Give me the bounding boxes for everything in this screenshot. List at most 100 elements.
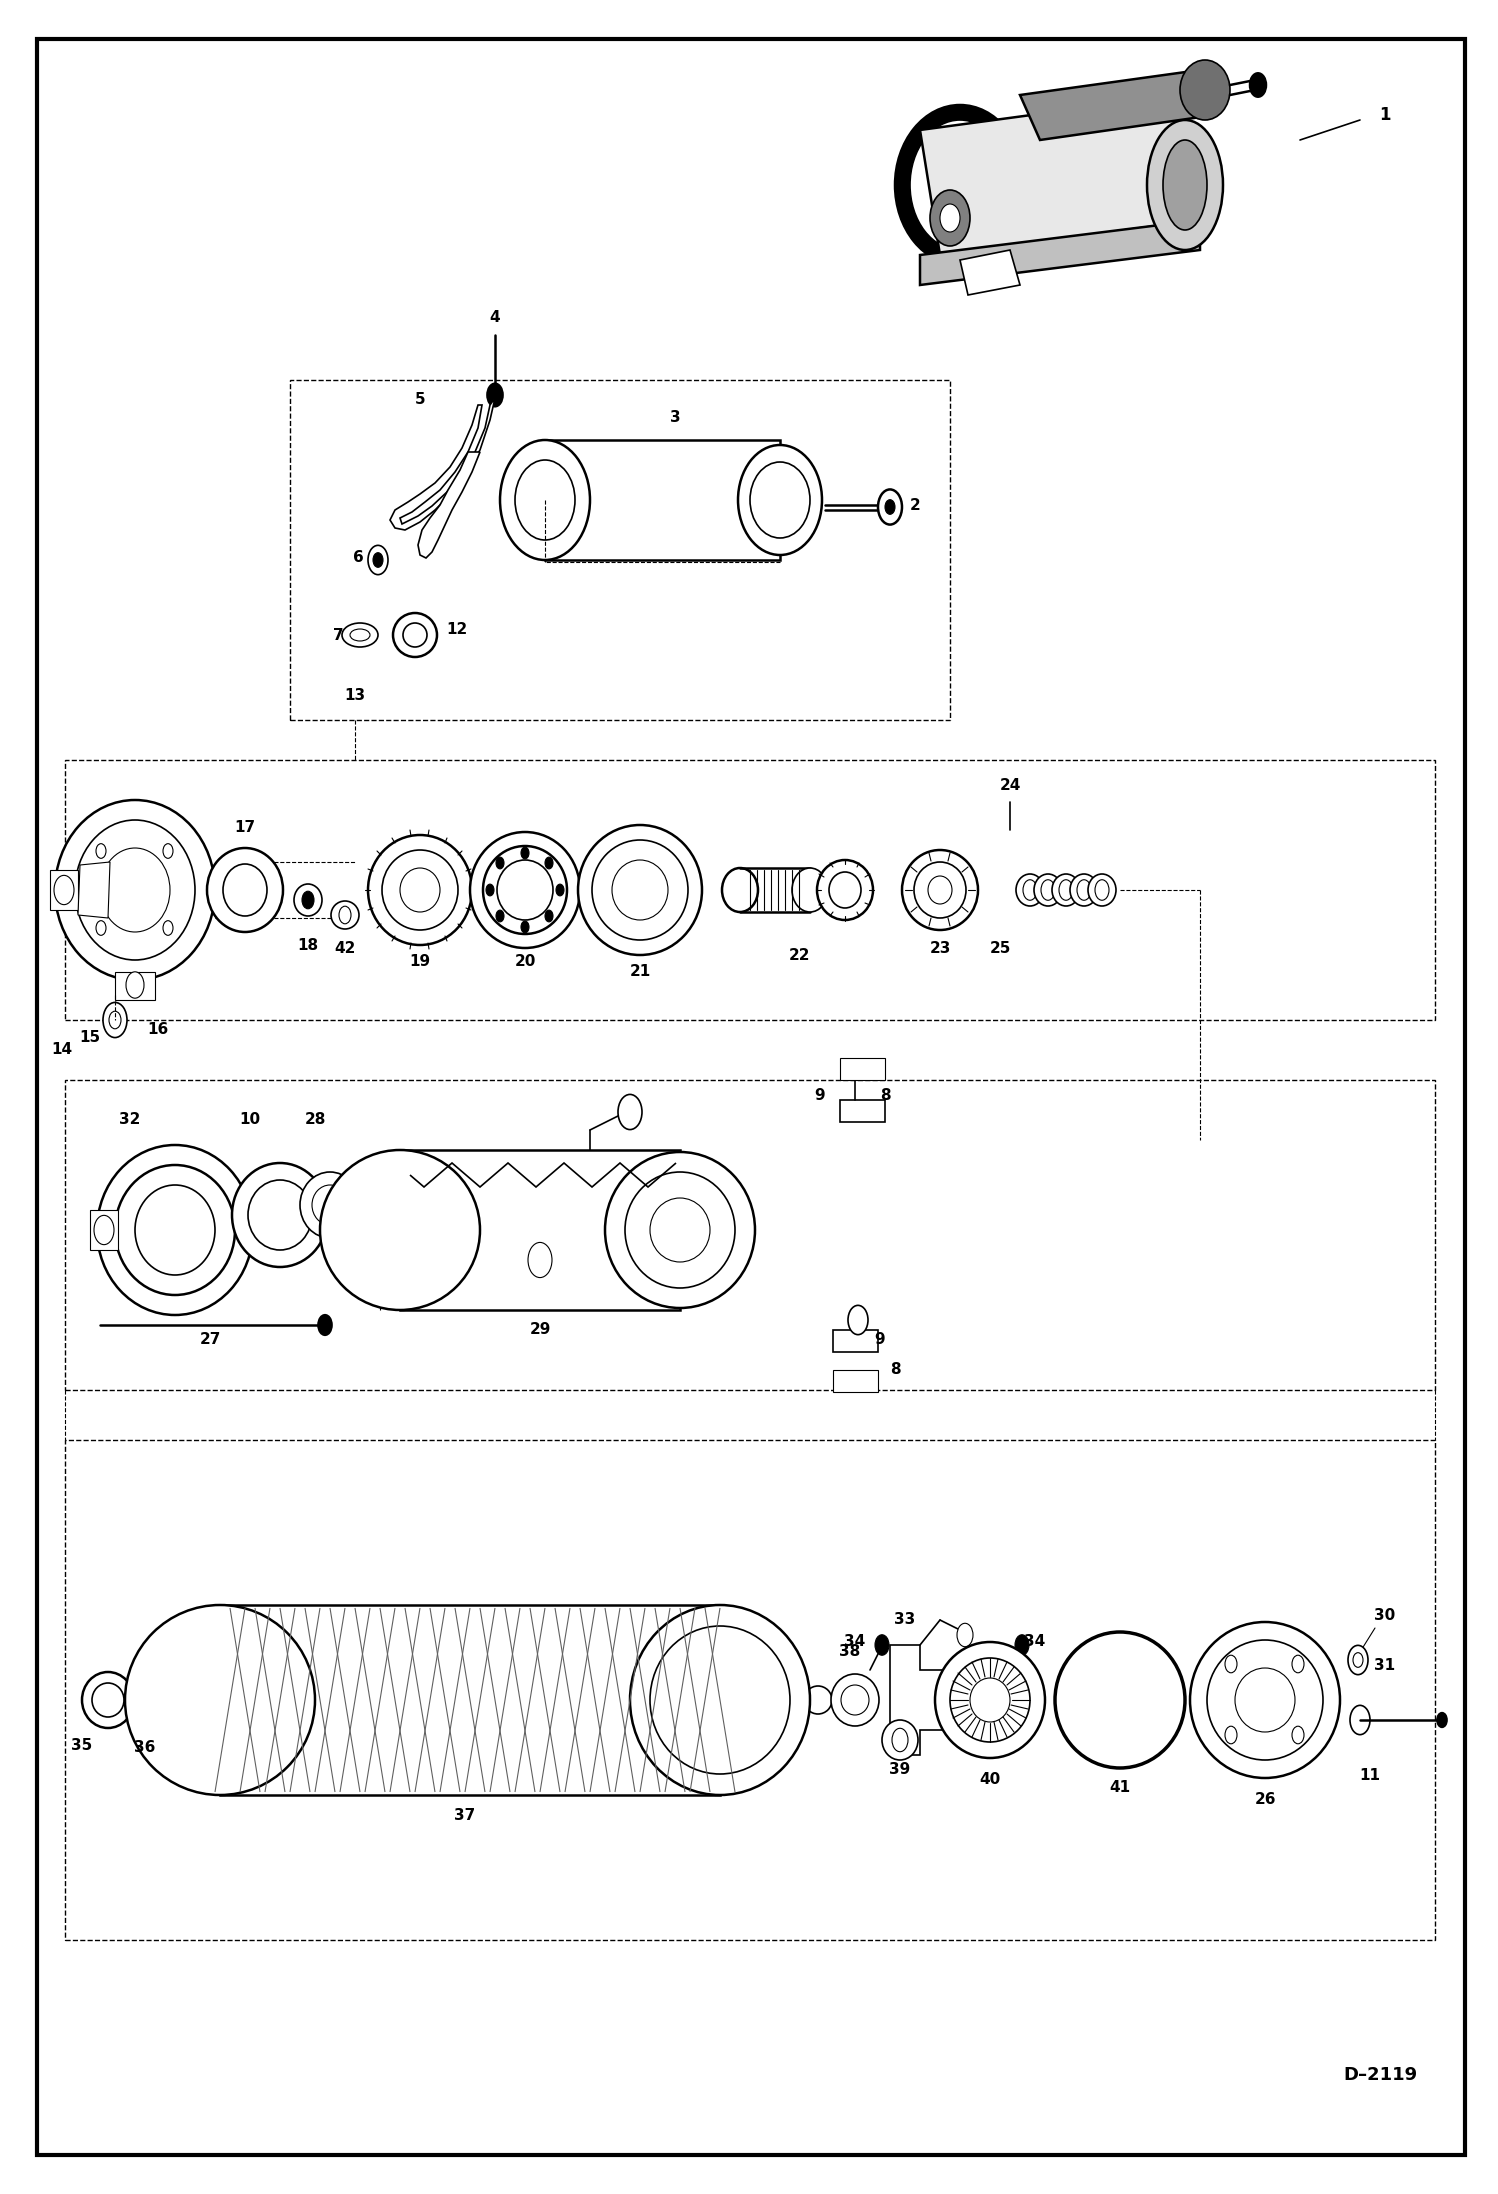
Ellipse shape	[971, 1678, 1010, 1722]
PathPatch shape	[890, 1646, 950, 1755]
Circle shape	[1353, 1652, 1363, 1667]
Text: 28: 28	[304, 1112, 325, 1128]
Circle shape	[318, 1314, 333, 1336]
Circle shape	[496, 858, 503, 869]
Circle shape	[875, 1635, 888, 1654]
Circle shape	[496, 911, 503, 921]
Ellipse shape	[1070, 873, 1098, 906]
Ellipse shape	[321, 1150, 479, 1310]
Bar	[64, 1079, 1435, 1391]
Ellipse shape	[403, 623, 427, 647]
Ellipse shape	[100, 849, 169, 932]
Circle shape	[521, 921, 529, 932]
Ellipse shape	[75, 821, 195, 961]
Ellipse shape	[497, 860, 553, 919]
Text: 29: 29	[529, 1323, 551, 1338]
Ellipse shape	[894, 105, 1025, 265]
Ellipse shape	[115, 1165, 235, 1294]
Ellipse shape	[400, 869, 440, 913]
Circle shape	[1350, 1705, 1371, 1735]
Circle shape	[96, 845, 106, 858]
Bar	[291, 380, 950, 720]
Ellipse shape	[232, 1163, 328, 1266]
Text: 34: 34	[845, 1635, 866, 1650]
Text: 3: 3	[670, 410, 680, 426]
Circle shape	[1291, 1727, 1303, 1744]
Circle shape	[1291, 1654, 1303, 1672]
Text: 26: 26	[1254, 1792, 1276, 1808]
Ellipse shape	[592, 840, 688, 939]
PathPatch shape	[400, 1150, 680, 1310]
Circle shape	[521, 847, 529, 858]
Circle shape	[1437, 1714, 1447, 1727]
Ellipse shape	[840, 1685, 869, 1716]
Ellipse shape	[1207, 1639, 1323, 1760]
Ellipse shape	[1234, 1667, 1294, 1731]
Ellipse shape	[55, 801, 216, 981]
Ellipse shape	[223, 864, 267, 917]
Ellipse shape	[124, 1606, 315, 1795]
Text: 42: 42	[334, 941, 355, 957]
Ellipse shape	[1147, 121, 1222, 250]
Text: 9: 9	[875, 1332, 885, 1347]
Ellipse shape	[650, 1198, 710, 1262]
Circle shape	[1249, 72, 1266, 97]
Ellipse shape	[816, 860, 873, 919]
Text: 5: 5	[415, 393, 425, 408]
Ellipse shape	[515, 461, 575, 540]
Ellipse shape	[312, 1185, 348, 1224]
Circle shape	[1016, 1635, 1029, 1654]
Ellipse shape	[141, 1681, 178, 1720]
Text: 2: 2	[909, 498, 920, 513]
Circle shape	[1077, 880, 1091, 900]
Circle shape	[1095, 880, 1109, 900]
Circle shape	[545, 858, 553, 869]
Text: 12: 12	[446, 623, 467, 638]
Circle shape	[109, 1011, 121, 1029]
Text: 39: 39	[890, 1762, 911, 1777]
Ellipse shape	[722, 869, 758, 913]
Circle shape	[96, 921, 106, 935]
Ellipse shape	[750, 463, 810, 538]
Circle shape	[94, 1215, 114, 1244]
Ellipse shape	[909, 121, 1010, 250]
Ellipse shape	[82, 1672, 133, 1729]
Text: 14: 14	[51, 1042, 72, 1058]
Ellipse shape	[1189, 1621, 1341, 1777]
Circle shape	[485, 884, 494, 895]
PathPatch shape	[920, 94, 1200, 255]
Text: 32: 32	[120, 1112, 141, 1128]
Ellipse shape	[97, 1145, 253, 1314]
Circle shape	[1225, 1727, 1237, 1744]
Circle shape	[1059, 880, 1073, 900]
Circle shape	[1348, 1646, 1368, 1674]
Circle shape	[163, 921, 172, 935]
PathPatch shape	[1020, 70, 1215, 140]
Text: 27: 27	[199, 1332, 220, 1347]
Ellipse shape	[482, 847, 568, 935]
Text: D–2119: D–2119	[1342, 2067, 1417, 2084]
Bar	[833, 1369, 878, 1391]
Circle shape	[54, 875, 73, 904]
Ellipse shape	[500, 441, 590, 559]
Ellipse shape	[739, 445, 822, 555]
Bar	[115, 972, 154, 1000]
Ellipse shape	[605, 1152, 755, 1308]
Circle shape	[619, 1095, 643, 1130]
Circle shape	[103, 1003, 127, 1038]
Text: 30: 30	[1374, 1608, 1396, 1624]
Text: 1: 1	[1380, 105, 1390, 125]
Circle shape	[163, 845, 172, 858]
Bar	[840, 1058, 885, 1079]
Text: 10: 10	[240, 1112, 261, 1128]
Text: 6: 6	[352, 551, 364, 566]
Ellipse shape	[927, 875, 953, 904]
Bar	[64, 759, 1435, 1020]
Circle shape	[527, 1242, 551, 1277]
Text: 4: 4	[490, 312, 500, 325]
PathPatch shape	[960, 250, 1020, 294]
Circle shape	[545, 911, 553, 921]
Circle shape	[339, 906, 351, 924]
Text: 7: 7	[333, 627, 343, 643]
Ellipse shape	[804, 1685, 831, 1714]
